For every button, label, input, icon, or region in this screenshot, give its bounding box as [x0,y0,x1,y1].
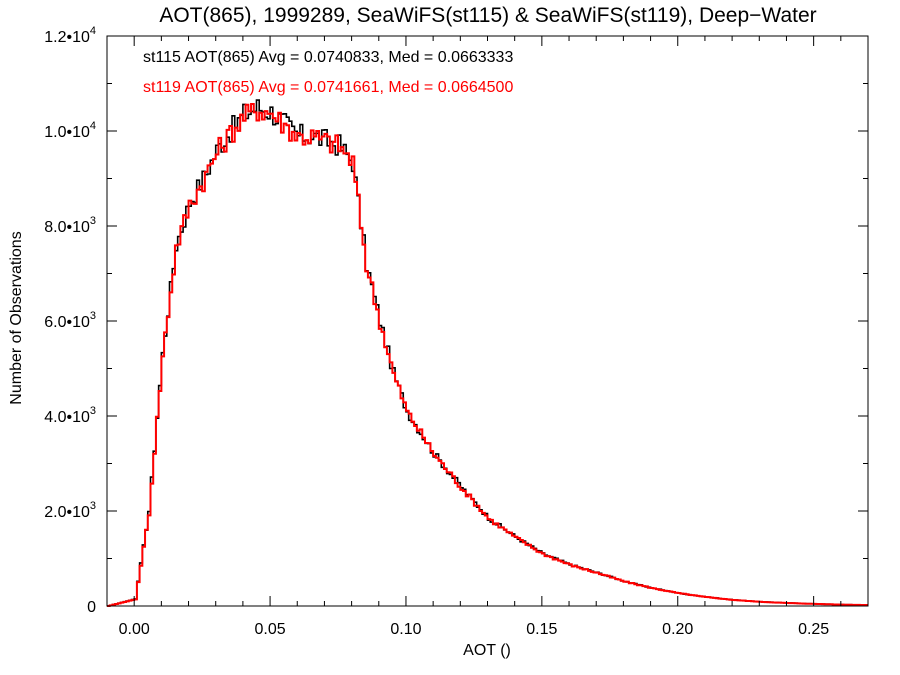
y-tick-label: 1.0•104 [44,120,96,141]
x-tick-label: 0.05 [255,621,286,638]
x-tick-label: 0.10 [390,621,421,638]
y-tick-label: 1.2•104 [44,25,96,46]
y-tick-label: 0 [87,599,96,616]
annotation-st119: st119 AOT(865) Avg = 0.0741661, Med = 0.… [143,79,513,96]
y-tick-label: 8.0•103 [44,215,96,236]
chart-title: AOT(865), 1999289, SeaWiFS(st115) & SeaW… [159,4,816,27]
series-st119-line [107,103,868,607]
series-st115-line [107,99,868,607]
x-axis-label: AOT () [463,642,511,659]
x-tick-label: 0.00 [119,621,150,638]
plot-area [107,99,868,607]
x-tick-label: 0.15 [526,621,557,638]
x-tick-label: 0.25 [798,621,829,638]
x-tick-label: 0.20 [662,621,693,638]
y-tick-label: 4.0•103 [44,405,96,426]
y-axis-label: Number of Observations [8,231,25,404]
y-tick-label: 6.0•103 [44,310,96,331]
y-tick-label: 2.0•103 [44,500,96,521]
annotation-st115: st115 AOT(865) Avg = 0.0740833, Med = 0.… [143,49,513,66]
axes: 0.00 0.05 0.10 0.15 0.20 0.25 0 2.0•103 4.0•103 6… [44,25,869,638]
